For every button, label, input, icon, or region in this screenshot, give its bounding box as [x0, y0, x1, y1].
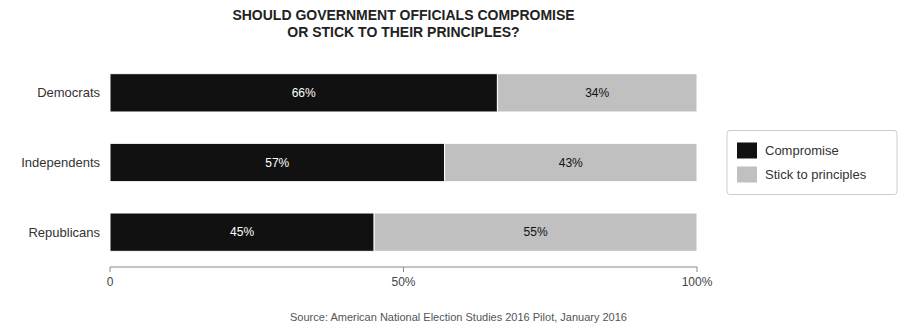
data-label: 45% [230, 225, 254, 239]
category-label: Democrats [37, 85, 100, 100]
data-labels: 66% 34% 57% 43% 45% 55% [230, 86, 609, 239]
x-tick-label: 100% [682, 275, 713, 289]
data-label: 57% [265, 156, 289, 170]
title-line: SHOULD GOVERNMENT OFFICIALS COMPROMISE [232, 7, 574, 23]
category-label: Independents [21, 155, 100, 170]
x-tick-label: 50% [391, 275, 415, 289]
bar [110, 143, 445, 181]
x-tick-label: 0 [107, 275, 114, 289]
data-label: 43% [559, 156, 583, 170]
bar [497, 74, 697, 112]
x-tick [110, 267, 111, 272]
category-label: Republicans [28, 225, 100, 240]
legend-swatch [737, 167, 757, 183]
bar [445, 143, 697, 181]
source-note: Source: American National Election Studi… [290, 311, 627, 323]
legend-frame [727, 131, 897, 195]
chart-svg: SHOULD GOVERNMENT OFFICIALS COMPROMISEOR… [0, 0, 917, 329]
title: SHOULD GOVERNMENT OFFICIALS COMPROMISEOR… [232, 7, 574, 40]
bar [374, 213, 697, 251]
bar [110, 74, 497, 112]
x-tick [403, 267, 404, 272]
data-label: 66% [292, 86, 316, 100]
bars [110, 74, 697, 252]
chart-container: SHOULD GOVERNMENT OFFICIALS COMPROMISEOR… [0, 0, 917, 329]
legend-label: Stick to principles [765, 167, 867, 182]
title-line: OR STICK TO THEIR PRINCIPLES? [287, 24, 519, 40]
legend: Compromise Stick to principles [727, 131, 897, 195]
data-label: 34% [585, 86, 609, 100]
legend-label: Compromise [765, 143, 839, 158]
x-tick [697, 267, 698, 272]
bar [110, 213, 374, 251]
data-label: 55% [524, 225, 548, 239]
legend-swatch [737, 143, 757, 159]
